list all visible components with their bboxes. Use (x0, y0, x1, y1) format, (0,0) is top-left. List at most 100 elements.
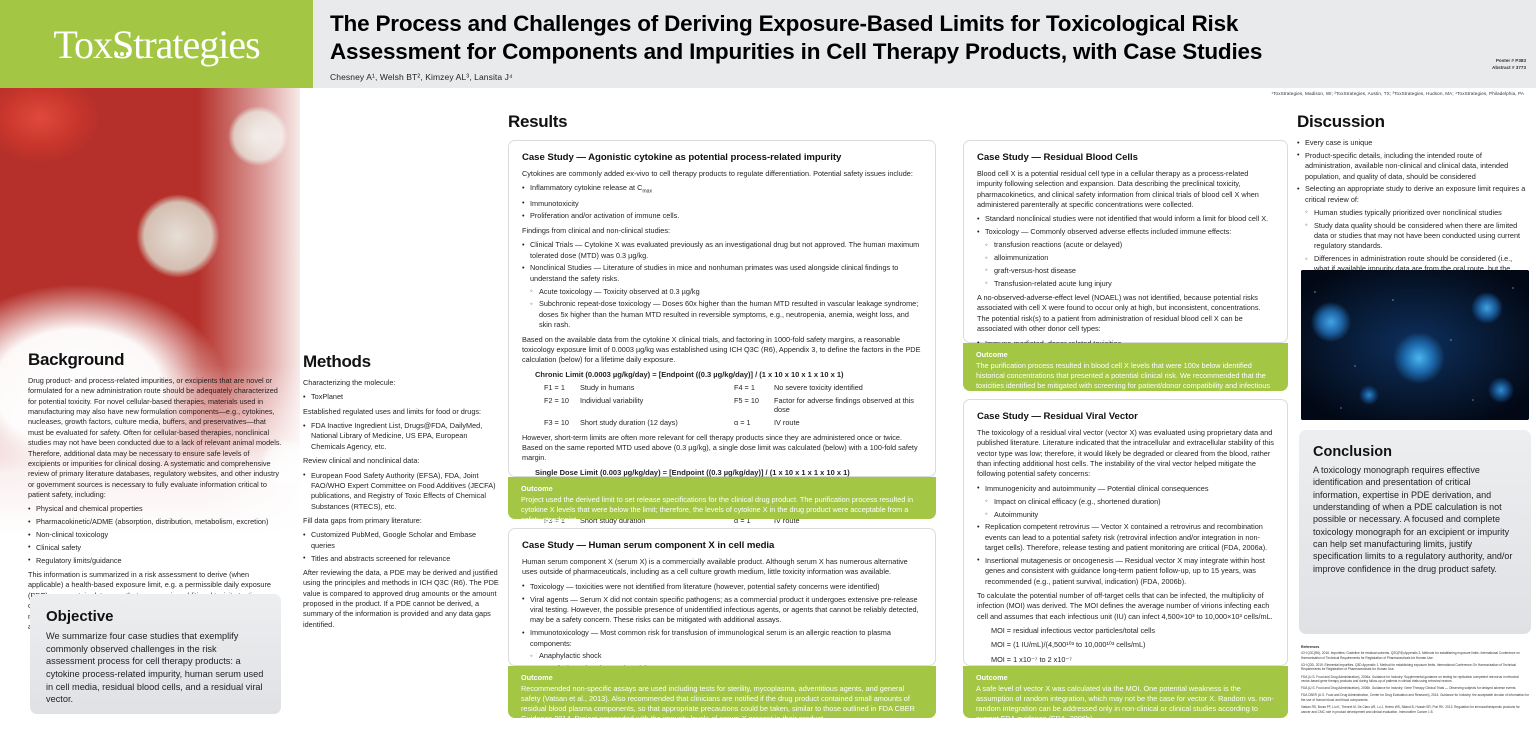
poster-meta: Poster # P383 Abstract # 3773 (1492, 58, 1526, 72)
methods-bullets-2: FDA Inactive Ingredient List, Drugs@FDA,… (303, 421, 500, 452)
case-vector-bullets: Immunogenicity and autoimmunity — Potent… (977, 483, 1274, 587)
case-blood-outcome: Outcome The purification process resulte… (963, 343, 1288, 410)
list-item: Acute toxicology — Toxicity observed at … (530, 286, 922, 297)
discussion-bullets: Every case is unique Product-specific de… (1297, 137, 1529, 285)
list-item: Transfusion-related acute lung injury (985, 278, 1274, 289)
case-blood-bullets: Standard nonclinical studies were not id… (977, 214, 1274, 289)
background-paragraph-1: Drug product- and process-related impuri… (28, 376, 282, 499)
factor-key: F3 = 10 (544, 418, 569, 428)
references-section: References ICH Q3C(R6), 2016. Impurities… (1301, 645, 1529, 717)
conclusion-text: A toxicology monograph requires effectiv… (1313, 465, 1513, 574)
case-serum-intro: Human serum component X (serum X) is a c… (522, 557, 908, 577)
factor-key: F5 = 10 (734, 395, 759, 405)
logo-wordmark: ToxStrategies (53, 21, 260, 67)
list-item: Study data quality should be considered … (1305, 220, 1529, 252)
reference-item: FDA (U.S. Food and Drug Administration),… (1301, 674, 1519, 684)
objective-text: We summarize four case studies that exem… (46, 631, 264, 705)
conclusion-box: Conclusion A toxicology monograph requir… (1299, 430, 1531, 634)
list-item: Regulatory limits/guidance (28, 555, 283, 566)
list-item: transfusion reactions (acute or delayed) (985, 240, 1274, 251)
author-byline: Chesney A¹, Welsh BT², Kimzey AL³, Lansi… (330, 72, 513, 83)
virus-particles-image (1301, 270, 1529, 420)
list-item: Toxicology — Commonly observed adverse e… (977, 227, 1274, 289)
factor-value: IV route (774, 418, 800, 428)
logo-dots-icon (113, 19, 131, 66)
case-study-cytokine-card: Case Study — Agonistic cytokine as poten… (508, 140, 936, 525)
objective-box: Objective We summarize four case studies… (30, 594, 281, 714)
factor-value: No severe toxicity identified (774, 382, 863, 392)
factor-value: Factor for adverse findings observed at … (774, 395, 914, 415)
references-heading: References (1301, 645, 1320, 649)
case-blood-sub-bullets: transfusion reactions (acute or delayed)… (985, 240, 1274, 289)
chronic-limit-formula: Chronic Limit (0.0003 µg/kg/day) = [Endp… (535, 369, 844, 379)
outcome-text: A safe level of vector X was calculated … (976, 683, 1274, 724)
case-vector-intro: The toxicology of a residual viral vecto… (977, 428, 1274, 479)
factor-key: F3 = 1 (544, 516, 565, 526)
list-item: Viral agents — Serum X did not contain s… (522, 594, 922, 626)
methods-lead-1: Characterizing the molecule: (303, 378, 396, 387)
list-item: Impact on clinical efficacy (e.g., short… (985, 496, 1274, 507)
outcome-label: Outcome (976, 350, 1008, 359)
list-item: Product-specific details, including the … (1297, 150, 1529, 182)
methods-bullets-4: Customized PubMed, Google Scholar and Em… (303, 530, 500, 564)
case-cytokine-bullets: Inflammatory cytokine release at Cmax Im… (522, 183, 922, 222)
page-title: The Process and Challenges of Deriving E… (330, 11, 1263, 64)
methods-lead-2: Established regulated uses and limits fo… (303, 406, 482, 416)
list-item: Immunogenicity and autoimmunity — Potent… (977, 483, 1274, 520)
methods-lead-4: Fill data gaps from primary literature: (303, 515, 422, 525)
list-item: Clinical Trials — Cytokine X was evaluat… (522, 240, 922, 261)
methods-heading: Methods (303, 352, 371, 371)
list-item: Physical and chemical properties (28, 504, 283, 515)
methods-bullets-1: ToxPlanet (303, 392, 500, 403)
list-item: European Food Safety Authority (EFSA), F… (303, 470, 500, 512)
list-item: Subchronic repeat-dose toxicology — Dose… (530, 299, 922, 330)
list-item: Anaphylactic shock (530, 651, 922, 662)
case-vector-title: Case Study — Residual Viral Vector (977, 411, 1138, 422)
conclusion-heading: Conclusion (1313, 444, 1392, 460)
outcome-label: Outcome (976, 673, 1008, 682)
case-cytokine-findings: Clinical Trials — Cytokine X was evaluat… (522, 240, 922, 330)
case-serum-outcome: Outcome Recommended non-specific assays … (508, 666, 936, 723)
toxstrategies-logo: ToxStrategies (0, 0, 313, 88)
list-item: Proliferation and/or activation of immun… (522, 211, 922, 222)
case-cytokine-lead-2: Findings from clinical and non-clinical … (522, 225, 671, 235)
poster-number: Poster # P383 (1495, 58, 1526, 63)
factor-key: α = 1 (734, 418, 751, 428)
list-item: Every case is unique (1297, 137, 1529, 148)
objective-heading: Objective (46, 608, 114, 625)
methods-section: Methods Characterizing the molecule: Tox… (303, 352, 500, 634)
factor-key: F4 = 1 (734, 382, 755, 392)
chronic-factor-table: F1 = 1 Study in humans F4 = 1 No severe … (544, 383, 922, 428)
case-vector-outcome: Outcome A safe level of vector X was cal… (963, 666, 1288, 723)
list-item: FDA Inactive Ingredient List, Drugs@FDA,… (303, 421, 500, 452)
factor-key: α = 1 (734, 516, 751, 526)
case-vector-sub-bullets: Impact on clinical efficacy (e.g., short… (985, 496, 1274, 520)
methods-closing: After reviewing the data, a PDE may be d… (303, 567, 499, 629)
background-heading: Background (28, 350, 125, 369)
factor-key: F2 = 10 (544, 395, 569, 405)
reference-item: Vatsan RS, Bross PF, Liu K, Theoret M, D… (1301, 705, 1520, 714)
single-dose-limit-formula: Single Dose Limit (0.003 µg/kg/day) = [E… (535, 467, 850, 477)
moi-line-3: MOI = 1 x10⁻⁷ to 2 x10⁻⁷ (991, 654, 1072, 664)
moi-line-1: MOI = residual infectious vector particl… (991, 626, 1156, 636)
factor-value: Study in humans (580, 382, 635, 392)
list-item: graft-versus-host disease (985, 265, 1274, 276)
list-item: alloimmunization (985, 252, 1274, 263)
case-serum-bullets: Toxicology — toxicities were not identif… (522, 581, 922, 675)
methods-bullets-3: European Food Safety Authority (EFSA), F… (303, 470, 500, 512)
case-study-blood-card: Case Study — Residual Blood Cells Blood … (963, 140, 1288, 362)
list-item: Customized PubMed, Google Scholar and Em… (303, 530, 500, 551)
factor-value: Individual variability (580, 395, 644, 405)
reference-item: ICH Q3D, 2019. Elemental impurities. Q3D… (1301, 662, 1517, 672)
title-block: The Process and Challenges of Deriving E… (330, 10, 1290, 82)
discussion-section: Discussion Every case is unique Product-… (1297, 112, 1529, 289)
case-study-serum-card: Case Study — Human serum component X in … (508, 528, 936, 674)
discussion-heading: Discussion (1297, 112, 1385, 131)
factor-value: IV route (774, 516, 800, 526)
list-item: Titles and abstracts screened for releva… (303, 553, 500, 564)
case-serum-title: Case Study — Human serum component X in … (522, 540, 775, 551)
case-vector-moi-intro: To calculate the potential number of off… (977, 591, 1273, 621)
blood-cells-image (0, 88, 300, 536)
outcome-text: Recommended non-specific assays are used… (521, 683, 915, 724)
abstract-number: Abstract # 3773 (1492, 64, 1526, 70)
